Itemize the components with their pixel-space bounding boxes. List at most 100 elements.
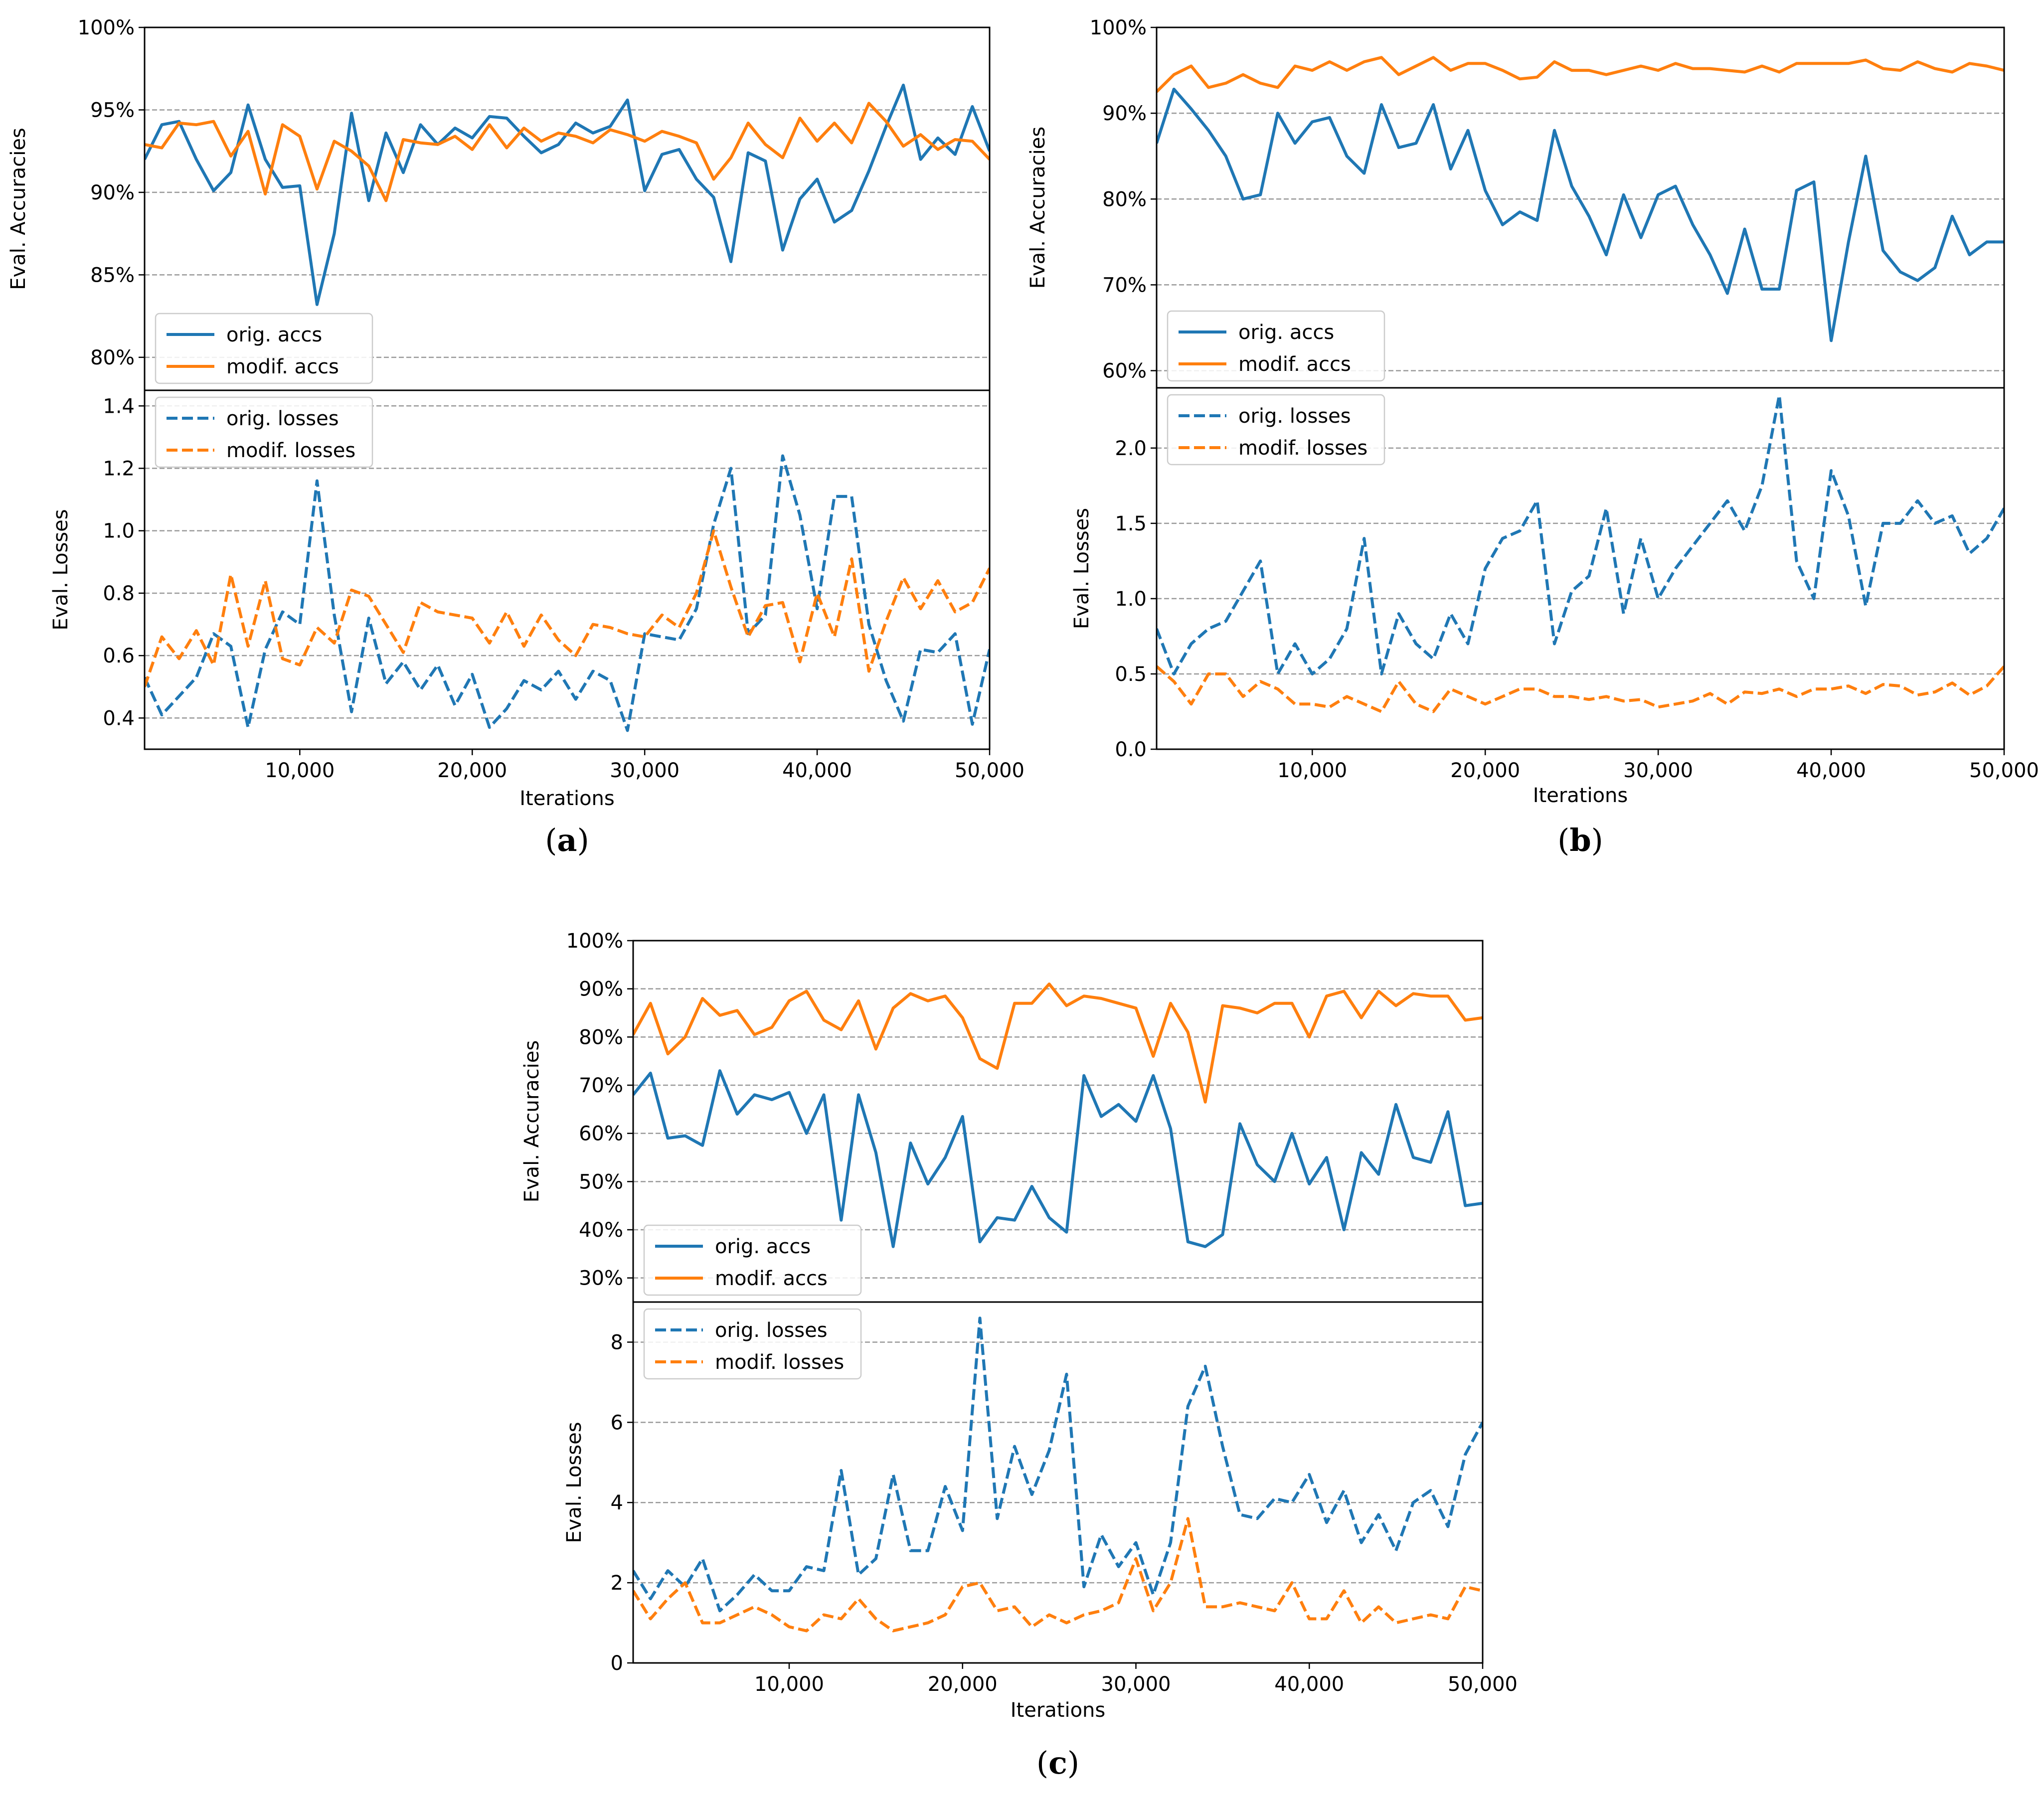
bottom-ytick-label: 1.5 (1115, 512, 1147, 535)
caption-paren: ) (577, 822, 589, 858)
bottom-ytick-label: 1.0 (103, 520, 135, 543)
xtick-label: 20,000 (437, 759, 507, 782)
bottom-ytick-label: 4 (611, 1491, 623, 1514)
legend-label: orig. losses (1238, 405, 1351, 428)
bottom-ytick-label: 1.4 (103, 395, 135, 418)
top-ytick-label: 85% (90, 264, 135, 287)
top-legend: orig. accs modif. accs (155, 313, 373, 384)
bottom-ytick-label: 0.8 (103, 582, 135, 605)
top-ytick-label: 100% (566, 930, 623, 953)
bottom-ytick-label: 0.4 (103, 707, 135, 730)
top-series-orig-accs (633, 1069, 1483, 1248)
subfigure-caption: (a) (545, 822, 589, 858)
chart-panel-b: 60% 70% 80% 90% 100% orig. accs modif. accs Eva… (1026, 16, 2039, 858)
bottom-ylabel: Eval. Losses (1070, 508, 1093, 629)
top-ytick-label: 90% (90, 181, 135, 204)
top-ytick-label: 90% (579, 978, 623, 1001)
top-ytick-label: 70% (1102, 274, 1147, 297)
legend-label: modif. accs (1238, 353, 1351, 376)
top-ytick-label: 80% (90, 346, 135, 369)
top-ylabel: Eval. Accuracies (1026, 127, 1049, 289)
bottom-series-orig-losses (1157, 394, 2004, 675)
legend-label: orig. losses (226, 407, 339, 430)
xlabel: Iterations (519, 787, 615, 810)
bottom-ytick-label: 8 (611, 1331, 623, 1354)
subfigure-caption: (c) (1036, 1745, 1079, 1781)
bottom-ytick-label: 2 (611, 1572, 623, 1595)
bottom-legend: orig. losses modif. losses (643, 1308, 862, 1380)
top-ytick-label: 60% (1102, 360, 1147, 383)
subfigure-caption: (b) (1557, 822, 1603, 858)
bottom-ytick-label: 0.5 (1115, 663, 1147, 686)
legend-box (643, 1308, 862, 1380)
xtick-label: 40,000 (1274, 1673, 1344, 1696)
top-series-orig-accs (1157, 87, 2004, 342)
caption-paren: ) (1067, 1745, 1079, 1781)
bottom-ytick-label: 6 (611, 1411, 623, 1434)
bottom-ytick-label: 1.0 (1115, 588, 1147, 611)
bottom-ylabel: Eval. Losses (563, 1422, 586, 1543)
top-ytick-label: 70% (579, 1074, 623, 1097)
legend-label: modif. accs (226, 355, 339, 378)
bottom-legend: orig. losses modif. losses (155, 396, 373, 468)
top-legend: orig. accs modif. accs (643, 1224, 862, 1296)
xlabel: Iterations (1533, 784, 1628, 807)
bottom-axes-frame (632, 1301, 1484, 1664)
top-series-modif-accs (1157, 56, 2004, 93)
top-series-modif-accs (145, 102, 990, 202)
xtick-label: 10,000 (265, 759, 335, 782)
bottom-series-modif-losses (1157, 665, 2004, 713)
bottom-series-modif-losses (145, 529, 990, 687)
caption-paren: ( (545, 822, 557, 858)
top-ytick-label: 80% (1102, 188, 1147, 211)
top-ylabel: Eval. Accuracies (7, 128, 30, 290)
bottom-legend: orig. losses modif. losses (1167, 394, 1385, 466)
bottom-axes-frame (144, 389, 991, 750)
bottom-series-orig-losses (145, 454, 990, 732)
legend-label: modif. losses (1238, 437, 1367, 460)
caption-letter: a (557, 822, 577, 858)
xtick-label: 50,000 (955, 759, 1024, 782)
caption-letter: b (1569, 822, 1591, 858)
legend-label: modif. losses (715, 1351, 844, 1374)
top-ylabel: Eval. Accuracies (520, 1040, 543, 1203)
top-ytick-label: 50% (579, 1170, 623, 1193)
top-ytick-label: 60% (579, 1123, 623, 1146)
top-ytick-label: 40% (579, 1219, 623, 1242)
xtick-label: 20,000 (928, 1673, 998, 1696)
xtick-label: 20,000 (1450, 759, 1520, 782)
top-legend: orig. accs modif. accs (1167, 310, 1385, 382)
bottom-ytick-label: 0.6 (103, 645, 135, 667)
legend-label: orig. accs (226, 324, 322, 346)
legend-box (155, 396, 373, 468)
top-series-modif-accs (633, 983, 1483, 1104)
top-ytick-label: 90% (1102, 102, 1147, 125)
xtick-label: 10,000 (1277, 759, 1347, 782)
top-ytick-label: 30% (579, 1267, 623, 1290)
caption-letter: c (1048, 1745, 1067, 1781)
top-ytick-label: 80% (579, 1026, 623, 1049)
bottom-series-modif-losses (633, 1517, 1483, 1633)
top-ytick-label: 100% (1090, 16, 1147, 39)
xtick-label: 40,000 (1796, 759, 1866, 782)
bottom-ytick-label: 2.0 (1115, 437, 1147, 460)
caption-paren: ( (1036, 1745, 1048, 1781)
legend-label: orig. accs (715, 1235, 811, 1258)
bottom-ytick-label: 0.0 (1115, 738, 1147, 761)
xtick-label: 40,000 (782, 759, 852, 782)
xtick-label: 10,000 (754, 1673, 824, 1696)
bottom-axes-frame (1156, 387, 2005, 750)
legend-label: modif. accs (715, 1267, 828, 1290)
bottom-ylabel: Eval. Losses (49, 509, 72, 630)
legend-label: orig. accs (1238, 321, 1334, 344)
top-ytick-label: 95% (90, 99, 135, 122)
chart-panel-a: 80% 85% 90% 95% 100% orig. accs modif. accs Eva… (7, 16, 1024, 858)
chart-panel-c: 30% 40% 50% 60% 70% 80% 90% 100% orig. accs modif… (520, 930, 1518, 1781)
xtick-label: 50,000 (1448, 1673, 1518, 1696)
legend-label: modif. losses (226, 439, 355, 462)
caption-paren: ) (1591, 822, 1603, 858)
xtick-label: 30,000 (1101, 1673, 1171, 1696)
top-ytick-label: 100% (78, 16, 135, 39)
bottom-ytick-label: 0 (611, 1652, 623, 1675)
